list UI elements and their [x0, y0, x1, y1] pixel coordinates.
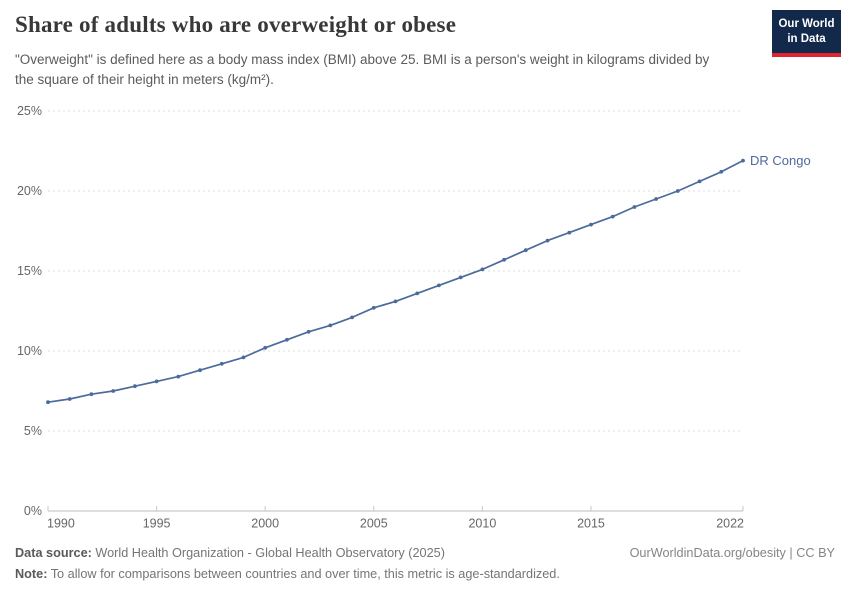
note-label: Note: [15, 567, 48, 581]
x-tick-label: 1990 [47, 517, 75, 531]
data-point [654, 197, 658, 201]
note-text: To allow for comparisons between countri… [47, 567, 560, 581]
y-tick-label: 25% [17, 104, 42, 118]
data-point [371, 305, 376, 310]
chart-subtitle: "Overweight" is defined here as a body m… [15, 52, 710, 87]
line-chart: 0% 5% 10% 15% 20% 25% 1990 1995 2000 2005 2010 2015… [0, 100, 850, 545]
y-tick-label: 5% [24, 424, 42, 438]
data-point [589, 222, 593, 227]
logo-text-line2: in Data [787, 32, 826, 45]
y-tick-label: 15% [17, 264, 42, 278]
data-point [523, 248, 528, 253]
data-point [437, 283, 441, 288]
data-source-text: World Health Organization - Global Healt… [91, 546, 445, 560]
y-tick-label: 20% [17, 184, 42, 198]
data-point [502, 257, 506, 262]
data-point [176, 374, 181, 379]
data-point [198, 368, 202, 373]
x-tick-label: 1995 [143, 517, 171, 531]
owid-logo: Our World in Data [772, 10, 841, 57]
data-point [632, 205, 637, 209]
x-tick-label: 2015 [577, 517, 605, 531]
data-point [219, 361, 224, 366]
data-point [697, 179, 702, 184]
data-point [67, 397, 72, 401]
data-point [415, 291, 420, 296]
x-tick-label: 2010 [468, 517, 496, 531]
data-point [89, 392, 94, 397]
data-point [111, 389, 116, 393]
data-point [241, 355, 246, 360]
chart-footer: Data source: World Health Organization -… [15, 543, 835, 585]
chart-note: Note: To allow for comparisons between c… [15, 564, 835, 585]
data-point [610, 214, 615, 219]
data-point [306, 329, 311, 334]
data-source: Data source: World Health Organization -… [15, 543, 445, 564]
data-point [285, 337, 289, 342]
x-tick-label: 2022 [716, 517, 744, 531]
data-point [154, 379, 159, 384]
page-title: Share of adults who are overweight or ob… [15, 12, 457, 37]
logo-text-line1: Our World [778, 18, 835, 30]
data-point [350, 315, 354, 320]
data-point [480, 267, 485, 272]
data-point [46, 400, 50, 405]
series-line [47, 159, 744, 404]
data-point [458, 275, 463, 280]
data-point [719, 169, 724, 174]
data-point [741, 158, 745, 163]
series-end-label: DR Congo [750, 153, 811, 168]
data-point [328, 323, 333, 328]
data-point [675, 189, 680, 193]
chart-canvas: 0% 5% 10% 15% 20% 25% 1990 1995 2000 2005 2010 2015… [17, 104, 811, 531]
data-point [545, 238, 550, 243]
data-point [567, 230, 572, 235]
x-tick-label: 2005 [360, 517, 388, 531]
y-tick-label: 0% [24, 504, 42, 518]
data-point [133, 384, 137, 389]
data-source-label: Data source: [15, 546, 92, 560]
x-tick-label: 2000 [251, 517, 279, 531]
data-point [393, 299, 398, 304]
y-tick-label: 10% [17, 344, 42, 358]
license-link[interactable]: OurWorldinData.org/obesity | CC BY [629, 546, 835, 560]
data-point [263, 345, 268, 350]
